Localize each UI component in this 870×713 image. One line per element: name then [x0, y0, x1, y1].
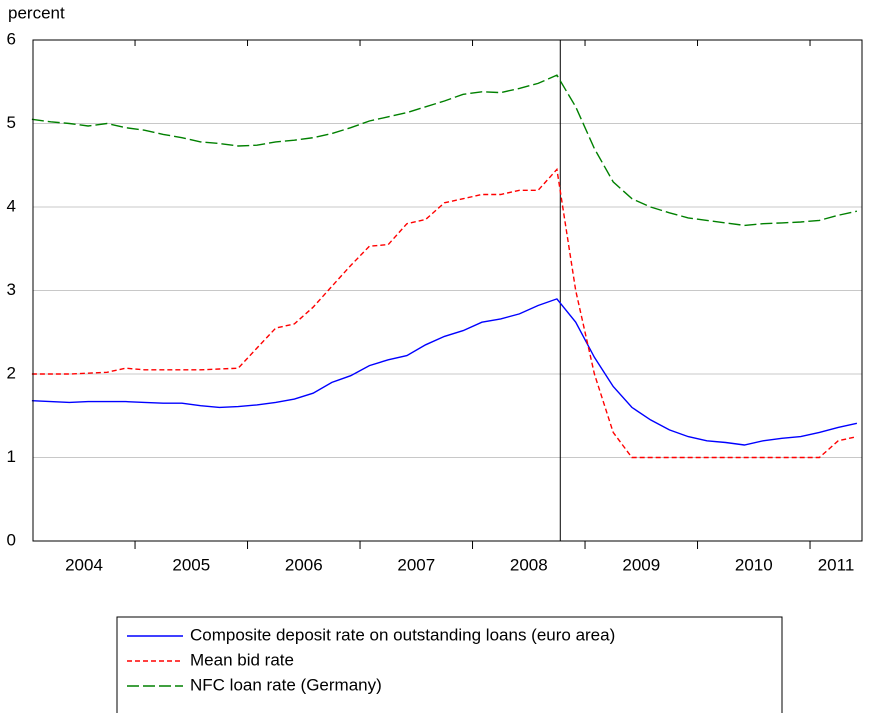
y-tick-label: 6: [7, 29, 16, 48]
series-line: [31, 74, 858, 227]
y-axis-label: percent: [8, 3, 65, 22]
legend-label: Composite deposit rate on outstanding lo…: [190, 625, 615, 644]
y-tick-label: 2: [7, 363, 16, 382]
legend-label: NFC loan rate (Germany): [190, 675, 382, 694]
series-line: [31, 298, 858, 446]
plot-frame: [32, 39, 863, 542]
x-tick-label: 2010: [735, 555, 773, 574]
y-tick-label: 0: [7, 530, 16, 549]
y-tick-label: 1: [7, 447, 16, 466]
legend-box: [116, 616, 783, 713]
x-tick-label: 2008: [510, 555, 548, 574]
y-tick-label: 4: [7, 196, 16, 215]
series-line: [31, 167, 858, 459]
legend-label: Mean bid rate: [190, 650, 294, 669]
x-tick-label: 2004: [65, 555, 103, 574]
x-tick-label: 2007: [397, 555, 435, 574]
x-tick-label: 2006: [285, 555, 323, 574]
x-tick-label: 2009: [622, 555, 660, 574]
y-tick-label: 3: [7, 280, 16, 299]
x-tick-label: 2011: [818, 555, 855, 574]
y-tick-label: 5: [7, 113, 16, 132]
x-tick-label: 2005: [172, 555, 210, 574]
